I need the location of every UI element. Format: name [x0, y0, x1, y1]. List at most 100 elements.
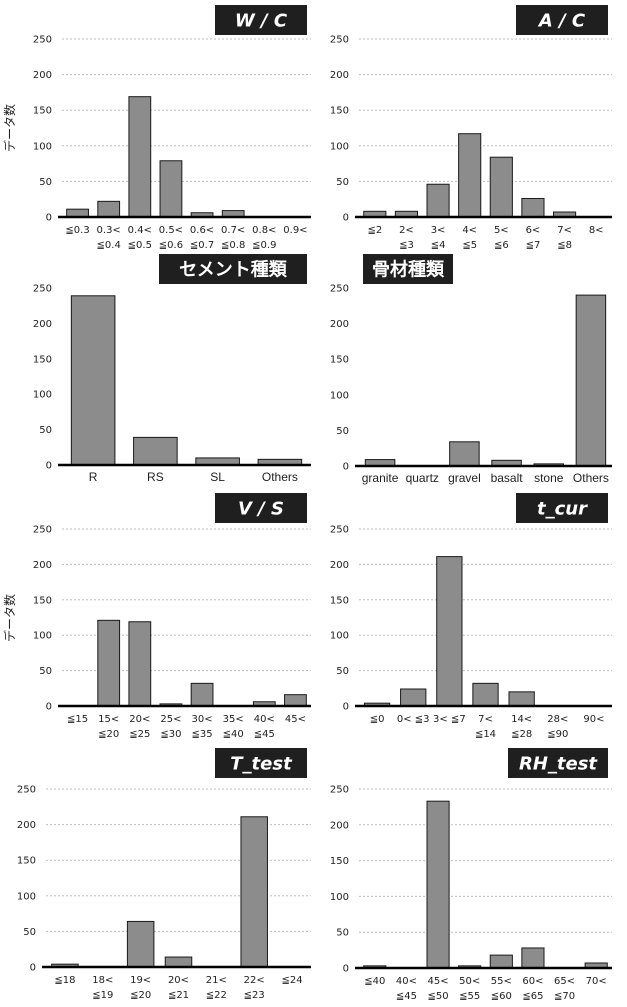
bar: [191, 683, 213, 706]
bar: [450, 442, 480, 466]
category-label: ≦55: [459, 991, 480, 1002]
category-label: ≦35: [192, 729, 213, 740]
category-label: ≦6: [494, 240, 509, 251]
chart-panel-8: 050100150200250≦40 40<≦4545<≦5050<≦5555<≦…: [330, 748, 612, 1002]
chart-title: RH_test: [519, 754, 598, 775]
category-label: ≦0.9: [252, 240, 276, 251]
category-label: ≦0: [370, 714, 385, 725]
y-tick-label: 100: [17, 891, 36, 902]
category-label: 3< ≦7: [433, 714, 466, 725]
y-tick-label: 150: [17, 856, 36, 867]
category-label: ≦70: [554, 991, 575, 1002]
category-label: 40<: [254, 714, 275, 725]
bar: [401, 689, 426, 706]
category-label: 7<: [557, 225, 572, 236]
category-label: ≦3: [399, 240, 414, 251]
category-label: 0.5<: [159, 225, 183, 236]
category-label: 20<: [129, 714, 150, 725]
category-label: ≦20: [98, 729, 119, 740]
category-label: basalt: [491, 471, 524, 485]
category-label: ≦60: [491, 991, 512, 1002]
category-label: 45<: [285, 714, 306, 725]
y-tick-label: 200: [330, 560, 349, 571]
y-tick-label: 200: [17, 820, 36, 831]
bar: [134, 437, 178, 465]
category-label: gravel: [448, 471, 481, 485]
y-tick-label: 50: [336, 177, 349, 188]
category-label: ≦24: [282, 975, 303, 986]
y-tick-label: 150: [33, 595, 52, 606]
category-label: 28<: [547, 714, 568, 725]
category-label: 35<: [223, 714, 244, 725]
category-label: ≦45: [254, 729, 275, 740]
category-label: 2<: [399, 225, 414, 236]
chart-title: V / S: [238, 499, 284, 520]
bar: [241, 817, 268, 967]
chart-title: A / C: [537, 11, 586, 32]
y-tick-label: 50: [336, 426, 349, 437]
y-tick-label: 150: [33, 354, 52, 365]
category-label: ≦40: [223, 729, 244, 740]
category-label: 60<: [522, 976, 543, 987]
category-label: ≦4: [431, 240, 446, 251]
category-label: 70<: [586, 976, 607, 987]
category-label: 40<: [396, 976, 417, 987]
category-label: 65<: [554, 976, 575, 987]
category-label: ≦0.7: [190, 240, 214, 251]
y-tick-label: 0: [46, 461, 52, 472]
y-tick-label: 200: [330, 319, 349, 330]
y-tick-label: 100: [330, 141, 349, 152]
chart-panel-7: 050100150200250≦18 18<≦1919<≦2020<≦2121<≦…: [17, 748, 311, 1001]
category-label: 0.6<: [190, 225, 214, 236]
category-label: 5<: [494, 225, 509, 236]
category-label: ≦30: [160, 729, 181, 740]
bar: [522, 198, 544, 217]
y-tick-label: 0: [343, 702, 349, 713]
category-label: 90<: [583, 714, 604, 725]
category-label: ≦28: [511, 729, 532, 740]
y-tick-label: 250: [330, 35, 349, 46]
category-label: ≦45: [396, 991, 417, 1002]
bar: [427, 184, 449, 217]
category-label: SL: [210, 470, 225, 484]
y-tick-label: 200: [330, 70, 349, 81]
category-label: ≦50: [428, 991, 449, 1002]
bar: [98, 620, 120, 706]
category-label: ≦5: [462, 240, 477, 251]
y-tick-label: 100: [33, 390, 52, 401]
category-label: ≦40: [364, 976, 385, 987]
category-label: ≦19: [92, 990, 113, 1001]
y-tick-label: 100: [33, 631, 52, 642]
y-tick-label: 150: [330, 355, 349, 366]
chart-panel-1: 0 50 100 150 200 250 ≦0.3 0.3< ≦0.4 0.4< ≦0.5 0.5< ≦…: [33, 5, 311, 251]
bar: [490, 955, 512, 968]
category-label: Others: [262, 470, 298, 484]
category-label: Others: [573, 471, 609, 485]
chart-panel-4: 050100150200250granite quartz gravel basalt…: [330, 254, 612, 485]
bar: [509, 692, 534, 706]
bar: [522, 948, 544, 968]
y-tick-label: 100: [330, 631, 349, 642]
y-tick-label: 150: [330, 595, 349, 606]
y-tick-label: 250: [330, 525, 349, 536]
chart-panel-3: 050100150200250R RS SL Othersセメント種類: [33, 254, 311, 484]
category-label: 0.4<: [128, 225, 152, 236]
category-label: 7<: [478, 714, 493, 725]
y-tick-label: 0: [343, 213, 349, 224]
category-label: ≦90: [547, 729, 568, 740]
y-tick-label: 200: [330, 820, 349, 831]
category-label: 6<: [526, 225, 541, 236]
y-tick-label: 250: [33, 35, 52, 46]
bar: [473, 683, 498, 706]
category-label: 18<: [92, 975, 113, 986]
y-tick-label: 0: [343, 964, 349, 975]
category-label: ≦22: [206, 990, 227, 1001]
bar: [127, 921, 153, 967]
category-label: ≦7: [526, 240, 541, 251]
category-label: 14<: [511, 714, 532, 725]
bar: [129, 97, 151, 217]
y-tick-label: 200: [33, 70, 52, 81]
category-label: ≦65: [522, 991, 543, 1002]
y-tick-label: 0: [30, 963, 36, 974]
